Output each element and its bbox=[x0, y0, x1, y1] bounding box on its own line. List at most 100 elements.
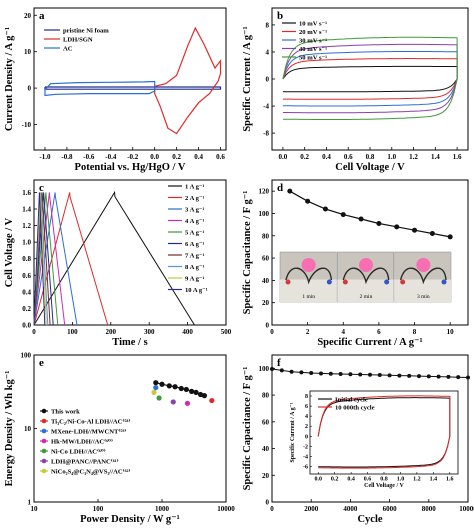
legend-entry: This work bbox=[51, 408, 80, 415]
legend-entry: 7 A g⁻¹ bbox=[185, 252, 204, 259]
data-point bbox=[322, 206, 328, 212]
panel-letter: b bbox=[277, 10, 283, 22]
y-tick-label: 40 bbox=[262, 445, 270, 453]
inset-y-tick-label: -4 bbox=[303, 454, 308, 460]
panel-f-axes: 0200040006000800010000020406080100CycleS… bbox=[242, 354, 474, 525]
data-point bbox=[172, 384, 178, 390]
data-point bbox=[319, 371, 323, 376]
clip-red bbox=[400, 279, 406, 285]
x-axis-label: Potential vs. Hg/HgO / V bbox=[75, 162, 186, 173]
x-tick-label: 0.2 bbox=[300, 153, 309, 161]
legend-marker bbox=[41, 408, 47, 414]
y-tick-label: 0.2 bbox=[22, 305, 31, 313]
data-point bbox=[358, 216, 364, 222]
legend-entry: 20 mV s⁻¹ bbox=[299, 29, 327, 36]
x-tick-label: 2000 bbox=[304, 505, 319, 513]
clip-red bbox=[342, 279, 348, 285]
legend-entry: pristine Ni foam bbox=[63, 27, 109, 34]
legend-entry: 10 mV s⁻¹ bbox=[299, 20, 327, 27]
y-tick-label: 60 bbox=[262, 255, 270, 263]
inset-y-tick-label: 6 bbox=[305, 404, 308, 410]
legend-entry: 6 A g⁻¹ bbox=[185, 241, 204, 248]
data-point bbox=[387, 373, 392, 378]
gcd-curve bbox=[33, 192, 46, 326]
x-tick-label: 0.0 bbox=[150, 153, 159, 161]
inset-y-tick-label: 4 bbox=[305, 414, 308, 420]
legend-marker bbox=[41, 438, 47, 444]
inset-y-tick-label: 2 bbox=[305, 424, 308, 430]
data-point bbox=[305, 198, 311, 204]
y-tick-label: 1.0 bbox=[22, 239, 31, 247]
inset-y-tick-label: -6 bbox=[303, 464, 308, 470]
gcd-curve bbox=[33, 190, 195, 326]
data-point bbox=[417, 374, 421, 379]
x-tick-label: 0.8 bbox=[366, 153, 375, 161]
x-tick-label: 8000 bbox=[422, 505, 437, 513]
x-tick-label: 0 bbox=[270, 328, 274, 336]
photo-caption: 3 min bbox=[417, 294, 430, 300]
data-point bbox=[348, 372, 353, 377]
data-point bbox=[426, 374, 431, 379]
plot-frame bbox=[271, 179, 469, 326]
data-point bbox=[270, 367, 274, 372]
y-tick-label: 0.4 bbox=[22, 288, 31, 296]
data-point bbox=[209, 397, 215, 404]
data-point bbox=[166, 383, 172, 389]
led-glow bbox=[301, 258, 316, 272]
y-axis-label: Energy Density / Wh kg⁻¹ bbox=[4, 371, 15, 487]
y-tick-label: 0.0 bbox=[22, 322, 31, 330]
wire-heart bbox=[342, 267, 390, 285]
y-tick-label: 60 bbox=[262, 418, 270, 426]
x-tick-label: 300 bbox=[144, 328, 155, 336]
x-axis-label: Cell Voltage / V bbox=[335, 162, 405, 173]
x-tick-label: -0.6 bbox=[83, 153, 95, 161]
y-tick-label: 0 bbox=[28, 85, 32, 93]
data-point bbox=[446, 374, 451, 379]
series-loop bbox=[282, 36, 458, 120]
x-tick-label: -0.2 bbox=[127, 153, 139, 161]
photo-table bbox=[394, 279, 451, 302]
y-tick-label: 20 bbox=[262, 299, 270, 307]
x-tick-label: 200 bbox=[106, 328, 117, 336]
legend-entry: Ti₃C₂/Ni-Co-Al LDH//AC⁽⁵⁸⁾ bbox=[51, 418, 130, 425]
inset-legend-entry: Initial cycle bbox=[335, 396, 368, 403]
x-tick-label: -0.4 bbox=[105, 153, 117, 161]
y-tick-label: 1.4 bbox=[22, 206, 31, 214]
legend-entry: 30 mV s⁻¹ bbox=[299, 37, 327, 44]
x-tick-label: -0.8 bbox=[61, 153, 73, 161]
legend-entry: AC bbox=[63, 45, 73, 52]
data-point bbox=[429, 231, 435, 237]
x-tick-label: 500 bbox=[221, 328, 232, 336]
data-point bbox=[376, 221, 382, 226]
x-tick-label: 1.4 bbox=[431, 153, 440, 161]
wire-heart bbox=[399, 267, 447, 285]
legend-entry: 10 A g⁻¹ bbox=[185, 287, 208, 294]
data-point bbox=[338, 371, 343, 376]
inset-y-tick-label: -2 bbox=[303, 444, 308, 450]
x-tick-label: 6 bbox=[377, 328, 381, 336]
data-point bbox=[193, 389, 199, 395]
x-tick-label: 10 bbox=[447, 328, 455, 336]
y-tick-label: -4 bbox=[263, 103, 269, 111]
inset-y-tick-label: 8 bbox=[305, 394, 308, 400]
y-tick-label: 0 bbox=[266, 322, 270, 330]
panel-c-axes: 0 100 200 300 400 500 0.0 0.2 0.4 0.6 0.8 1.0 1.2 1.4… bbox=[4, 179, 232, 348]
clip-blue bbox=[441, 279, 447, 285]
y-tick-label: 0 bbox=[266, 76, 270, 84]
inset-y-tick-label: 0 bbox=[305, 434, 308, 440]
y-tick-label: 1.6 bbox=[22, 189, 31, 197]
x-axis-label: Power Density / W g⁻¹ bbox=[80, 514, 180, 525]
inset-x-axis-label: Cell Voltage / V bbox=[364, 483, 404, 489]
x-tick-label: 0 bbox=[270, 505, 274, 513]
y-tick-label: 80 bbox=[262, 232, 270, 240]
y-axis-label: Specific Capacitance / F g⁻¹ bbox=[242, 191, 253, 315]
data-point bbox=[289, 369, 294, 374]
data-point bbox=[394, 224, 400, 230]
legend-entry: Ni-Co LDH//AC⁽⁶⁰⁾ bbox=[51, 448, 106, 455]
photo-table bbox=[280, 279, 337, 302]
x-tick-label: 10000 bbox=[217, 505, 235, 513]
series-loop bbox=[282, 65, 458, 93]
inset-x-tick-label: 0.8 bbox=[380, 477, 388, 483]
inset-frame bbox=[309, 390, 459, 475]
panel-letter: f bbox=[277, 357, 281, 369]
